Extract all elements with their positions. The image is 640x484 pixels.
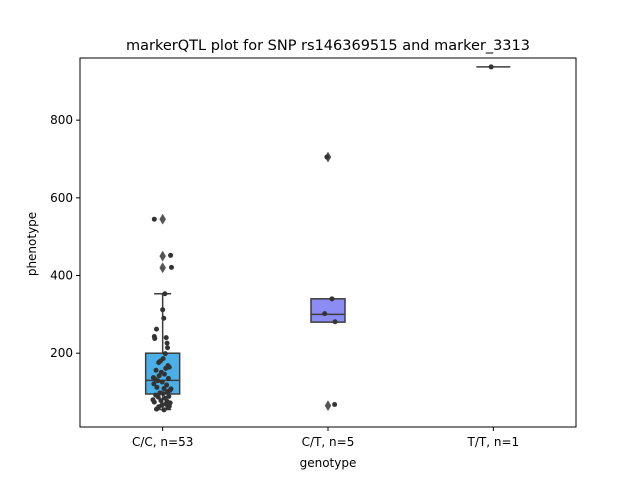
data-point	[151, 381, 157, 387]
data-point	[329, 296, 335, 302]
data-point	[161, 371, 167, 377]
data-point	[161, 407, 167, 413]
x-axis-label: genotype	[300, 456, 357, 470]
data-point	[160, 391, 166, 397]
data-point	[153, 367, 159, 373]
x-tick-label: T/T, n=1	[467, 435, 520, 449]
data-point	[163, 365, 169, 371]
chart-title: markerQTL plot for SNP rs146369515 and m…	[126, 38, 530, 54]
data-point	[324, 154, 330, 160]
data-point	[151, 399, 157, 405]
data-point	[165, 389, 171, 395]
data-point	[155, 378, 161, 384]
y-tick-label: 600	[50, 191, 73, 205]
data-point	[164, 340, 170, 346]
data-point	[164, 382, 170, 388]
data-point	[156, 373, 162, 379]
data-point	[322, 311, 328, 317]
data-point	[161, 315, 167, 321]
data-point	[332, 319, 338, 325]
data-point	[161, 386, 167, 392]
x-tick-label: C/T, n=5	[302, 435, 355, 449]
data-point	[162, 351, 168, 357]
data-point	[155, 394, 161, 400]
data-point	[154, 326, 160, 332]
data-point	[162, 291, 168, 297]
data-point	[168, 264, 174, 270]
x-tick-label: C/C, n=53	[132, 435, 193, 449]
data-point	[154, 406, 160, 412]
data-point	[168, 252, 174, 258]
data-point	[165, 345, 171, 351]
data-point	[159, 379, 165, 385]
y-axis-label: phenotype	[25, 212, 39, 276]
data-point	[332, 401, 338, 407]
data-point	[165, 375, 171, 381]
data-point	[158, 398, 164, 404]
y-tick-label: 400	[50, 269, 73, 283]
data-point	[165, 405, 171, 411]
data-point	[154, 384, 160, 390]
plot-area: 200 400 600 800 C/C, n=53 C/T, n=5 T/T, n=1	[50, 57, 577, 449]
outlier-marker	[159, 250, 166, 262]
data-point	[160, 307, 166, 313]
data-point	[488, 64, 494, 70]
data-point	[152, 335, 158, 341]
box	[310, 298, 346, 323]
y-tick-label: 200	[50, 346, 73, 360]
data-point	[151, 216, 157, 222]
outlier-marker	[324, 400, 332, 412]
outlier-marker	[159, 262, 166, 274]
y-tick-label: 800	[50, 113, 73, 127]
data-point	[163, 335, 169, 341]
outlier-marker	[159, 213, 166, 225]
data-point	[156, 360, 162, 366]
